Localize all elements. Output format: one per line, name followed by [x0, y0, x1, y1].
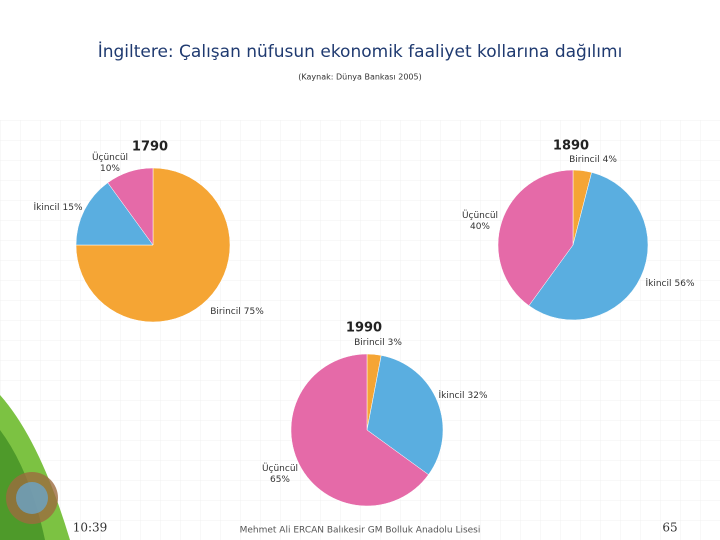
footer-page: 65 — [662, 521, 677, 535]
footer-author: Mehmet Ali ERCAN Balıkesir GM Bolluk Ana… — [240, 526, 481, 536]
slice-label: İkincil 32% — [438, 390, 487, 401]
slice-label: Üçüncül 10% — [92, 152, 128, 174]
slice-label: Üçüncül 65% — [262, 463, 298, 485]
slice-label: İkincil 15% — [33, 202, 82, 213]
pie-slice — [75, 167, 231, 323]
slice-category: Birincil — [354, 338, 385, 348]
footer-time: 10:39 — [73, 521, 108, 535]
pie-title: 1890 — [553, 139, 589, 154]
slice-label: Üçüncül 40% — [462, 210, 498, 232]
pie-slice — [528, 172, 649, 321]
pie-title: 1790 — [132, 140, 168, 155]
pie-slice — [497, 169, 574, 307]
slice-category: Birincil — [210, 307, 241, 317]
slice-category: Üçüncül — [262, 463, 298, 474]
decor-emblem-inner — [16, 482, 48, 514]
slice-category: Üçüncül — [462, 210, 498, 221]
slice-category: İkincil — [33, 202, 59, 213]
slice-value: 4% — [603, 155, 618, 165]
slice-category: Üçüncül — [92, 152, 128, 163]
slice-value: 3% — [388, 338, 403, 348]
pie-slice — [107, 167, 154, 246]
slice-value: 40% — [470, 222, 490, 232]
slice-category: Birincil — [569, 155, 600, 165]
slice-label: Birincil 3% — [354, 338, 402, 348]
pie-slice — [75, 182, 154, 246]
pie-slice — [366, 355, 444, 476]
slice-value: 75% — [244, 307, 264, 317]
slide-title: İngiltere: Çalışan nüfusun ekonomik faal… — [98, 41, 623, 62]
slice-label: Birincil 4% — [569, 155, 617, 165]
slice-value: 15% — [63, 203, 83, 213]
slice-value: 65% — [270, 475, 290, 485]
slice-value: 10% — [100, 164, 120, 174]
slice-category: İkincil — [438, 390, 464, 401]
slice-category: İkincil — [645, 278, 671, 289]
slide-subtitle: (Kaynak: Dünya Bankası 2005) — [298, 73, 421, 82]
slice-value: 56% — [675, 279, 695, 289]
slice-label: İkincil 56% — [645, 278, 694, 289]
slice-value: 32% — [468, 391, 488, 401]
slice-label: Birincil 75% — [210, 307, 264, 317]
pie-title: 1990 — [346, 321, 382, 336]
pie-slice — [290, 353, 429, 507]
